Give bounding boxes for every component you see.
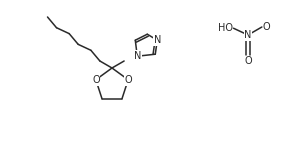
Text: O: O xyxy=(263,22,271,32)
Text: N: N xyxy=(154,35,161,45)
Text: HO: HO xyxy=(218,23,233,33)
Text: O: O xyxy=(92,75,100,85)
Text: N: N xyxy=(244,30,252,40)
Text: O: O xyxy=(244,56,252,66)
Text: N: N xyxy=(134,51,141,61)
Text: O: O xyxy=(124,75,132,85)
